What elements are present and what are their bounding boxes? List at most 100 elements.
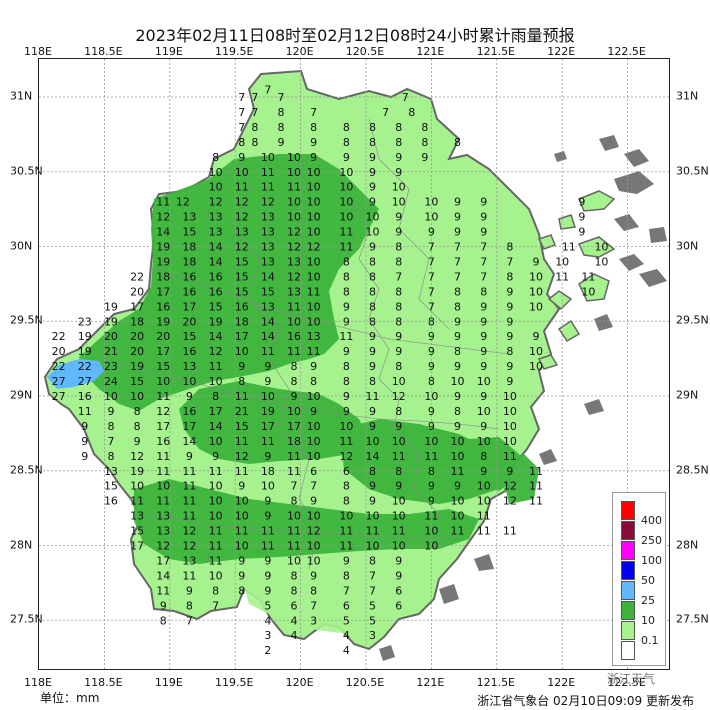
rainfall-value: 9	[238, 360, 245, 373]
rainfall-value: 9	[343, 315, 350, 328]
rainfall-value: 10	[235, 345, 249, 358]
rainfall-value: 14	[209, 255, 223, 268]
rainfall-value: 10	[307, 390, 321, 403]
top-lon-tick: 119E	[154, 45, 183, 58]
rainfall-value: 14	[209, 330, 223, 343]
rainfall-value: 10	[307, 510, 321, 523]
issuer-label: 浙江省气象台 02月10日09:09 更新发布	[477, 694, 694, 708]
rainfall-value: 15	[235, 420, 249, 433]
rainfall-value: 11	[209, 525, 223, 538]
rainfall-value: 11	[156, 465, 170, 478]
rainfall-value: 9	[454, 420, 461, 433]
rainfall-value: 17	[156, 420, 170, 433]
rainfall-value: 11	[366, 390, 380, 403]
rainfall-value: 10	[287, 554, 301, 567]
rainfall-value: 7	[428, 270, 435, 283]
rain-10-25-zones	[79, 154, 539, 564]
rainfall-value: 8	[395, 136, 402, 149]
rainfall-value: 10	[235, 510, 249, 523]
rainfall-value: 9	[395, 554, 402, 567]
rainfall-value: 11	[339, 435, 353, 448]
rainfall-value: 19	[78, 345, 92, 358]
rainfall-value: 15	[104, 480, 118, 493]
rainfall-value: 9	[506, 285, 513, 298]
rainfall-value: 11	[209, 465, 223, 478]
rainfall-value: 17	[182, 420, 196, 433]
rainfall-value: 5	[369, 599, 376, 612]
rainfall-value: 8	[369, 136, 376, 149]
rainfall-value: 8	[395, 241, 402, 254]
rainfall-value: 16	[156, 435, 170, 448]
rainfall-value: 8	[428, 465, 435, 478]
rainfall-value: 15	[156, 360, 170, 373]
rainfall-value: 13	[261, 300, 275, 313]
rainfall-value: 13	[261, 241, 275, 254]
map-title: 2023年02月11日08时至02月12日08时24小时累计雨量预报	[135, 26, 575, 45]
legend-label: 0.1	[641, 634, 659, 647]
rainfall-value: 18	[287, 435, 301, 448]
bottom-lon-tick: 119E	[154, 676, 183, 689]
rainfall-value: 11	[182, 510, 196, 523]
rainfall-value: 13	[287, 255, 301, 268]
rainfall-value: 10	[209, 480, 223, 493]
rainfall-value: 15	[235, 285, 249, 298]
rainfall-value: 9	[395, 151, 402, 164]
left-lat-tick: 30N	[10, 239, 33, 252]
rainfall-value: 10	[424, 196, 438, 209]
rainfall-value: 13	[156, 525, 170, 538]
rainfall-value: 7	[343, 584, 350, 597]
rainfall-value: 11	[339, 241, 353, 254]
rainfall-value: 9	[81, 420, 88, 433]
rainfall-value: 12	[287, 270, 301, 283]
rainfall-value: 13	[209, 211, 223, 224]
legend-swatch	[621, 521, 635, 540]
rainfall-value: 7	[310, 106, 317, 119]
rainfall-value: 10	[235, 540, 249, 553]
rainfall-value: 11	[235, 181, 249, 194]
rainfall-value: 10	[392, 540, 406, 553]
rainfall-value: 2	[264, 644, 271, 657]
rainfall-value: 9	[578, 196, 585, 209]
rainfall-value: 13	[307, 330, 321, 343]
rainfall-value: 9	[310, 405, 317, 418]
rainfall-value: 14	[366, 450, 380, 463]
rainfall-value: 9	[395, 569, 402, 582]
rainfall-value: 16	[182, 270, 196, 283]
rainfall-value: 13	[209, 226, 223, 239]
rainfall-value: 8	[454, 285, 461, 298]
rainfall-value: 9	[480, 420, 487, 433]
rainfall-value: 8	[277, 106, 284, 119]
rainfall-value: 9	[480, 226, 487, 239]
rainfall-value: 10	[529, 300, 543, 313]
rainfall-value: 11	[287, 300, 301, 313]
rainfall-value: 10	[307, 300, 321, 313]
rainfall-value: 12	[235, 241, 249, 254]
rainfall-value: 9	[186, 390, 193, 403]
rainfall-value: 11	[424, 510, 438, 523]
rainfall-value: 9	[81, 435, 88, 448]
rainfall-value: 9	[454, 330, 461, 343]
right-lat-tick: 27.5N	[676, 612, 709, 626]
rainfall-value: 10	[366, 435, 380, 448]
rainfall-value: 11	[562, 241, 576, 254]
rainfall-value: 9	[369, 360, 376, 373]
rainfall-value: 11	[477, 525, 491, 538]
rainfall-value: 9	[343, 345, 350, 358]
rainfall-value: 4	[291, 614, 298, 627]
rainfall-value: 9	[454, 390, 461, 403]
rainfall-value: 8	[134, 405, 141, 418]
rainfall-value: 10	[261, 151, 275, 164]
rainfall-value: 7	[107, 435, 114, 448]
legend-label: 250	[641, 534, 662, 547]
rainfall-value: 11	[182, 465, 196, 478]
rainfall-value: 8	[310, 375, 317, 388]
color-legend: 400 250 100 50 25 10 0.1	[612, 492, 666, 666]
right-lat-tick: 30.5N	[676, 164, 709, 178]
rainfall-value: 9	[369, 495, 376, 508]
rainfall-value: 9	[428, 330, 435, 343]
rainfall-value: 7	[480, 241, 487, 254]
bottom-lon-tick: 121E	[416, 676, 445, 689]
rainfall-value: 23	[78, 315, 92, 328]
right-lat-tick: 31N	[676, 89, 699, 103]
rainfall-value: 8	[251, 121, 258, 134]
